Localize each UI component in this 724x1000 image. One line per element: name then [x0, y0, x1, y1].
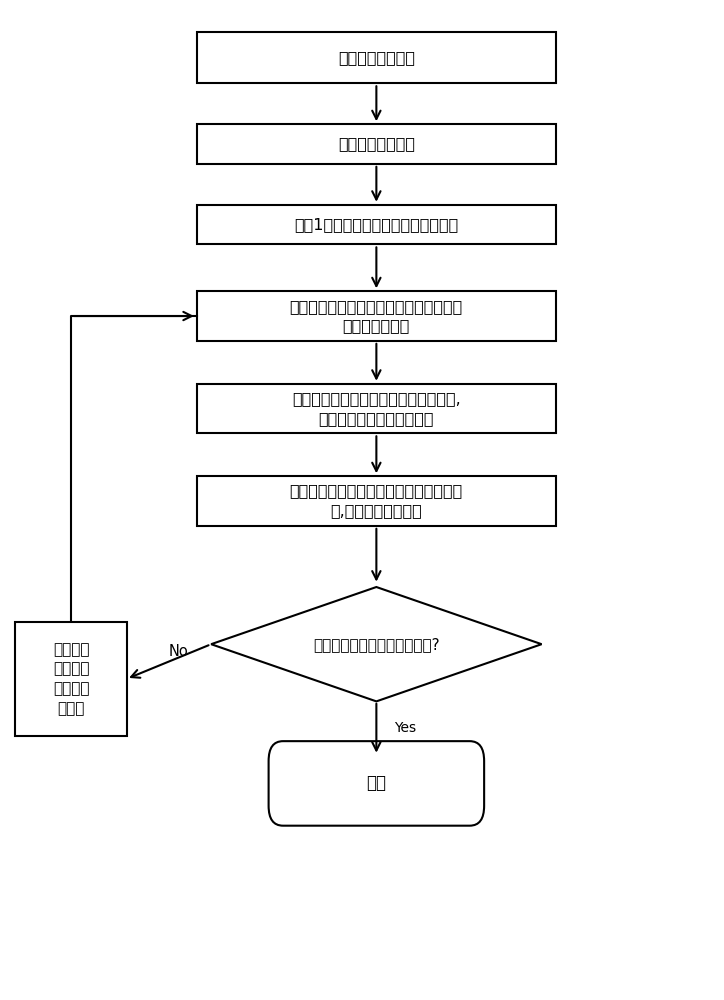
Text: 由下一刻
蚀线宽选
择对应工
作位置: 由下一刻 蚀线宽选 择对应工 作位置 — [53, 642, 89, 716]
Text: 各线宽图形是否刻蚀加工完毕?: 各线宽图形是否刻蚀加工完毕? — [313, 637, 439, 652]
FancyBboxPatch shape — [197, 205, 556, 244]
Text: 调整工作平台和激光加工头的距离到该线
宽对应工作位置: 调整工作平台和激光加工头的距离到该线 宽对应工作位置 — [290, 299, 463, 333]
FancyBboxPatch shape — [15, 622, 127, 736]
Text: 制作工件图形文件: 制作工件图形文件 — [338, 50, 415, 65]
FancyBboxPatch shape — [269, 741, 484, 826]
Text: 调用该工作位置的振镜扫描误差校正表,
以进行精确的振镜扫描定位: 调用该工作位置的振镜扫描误差校正表, 以进行精确的振镜扫描定位 — [292, 391, 460, 426]
Text: 由第1刻蚀线宽选择对应第一工作位置: 由第1刻蚀线宽选择对应第一工作位置 — [294, 217, 458, 232]
FancyBboxPatch shape — [197, 124, 556, 164]
Polygon shape — [211, 587, 542, 701]
FancyBboxPatch shape — [197, 291, 556, 341]
Text: No: No — [169, 644, 189, 659]
FancyBboxPatch shape — [197, 384, 556, 433]
FancyBboxPatch shape — [197, 32, 556, 83]
Text: 调用该线宽对应的激光功率和振镜扫描参
数,进行激光扫描刻蚀: 调用该线宽对应的激光功率和振镜扫描参 数,进行激光扫描刻蚀 — [290, 484, 463, 518]
FancyBboxPatch shape — [197, 476, 556, 526]
Text: Yes: Yes — [394, 721, 416, 735]
Text: 设置图形刻蚀线宽: 设置图形刻蚀线宽 — [338, 136, 415, 151]
Text: 结束: 结束 — [366, 774, 387, 792]
